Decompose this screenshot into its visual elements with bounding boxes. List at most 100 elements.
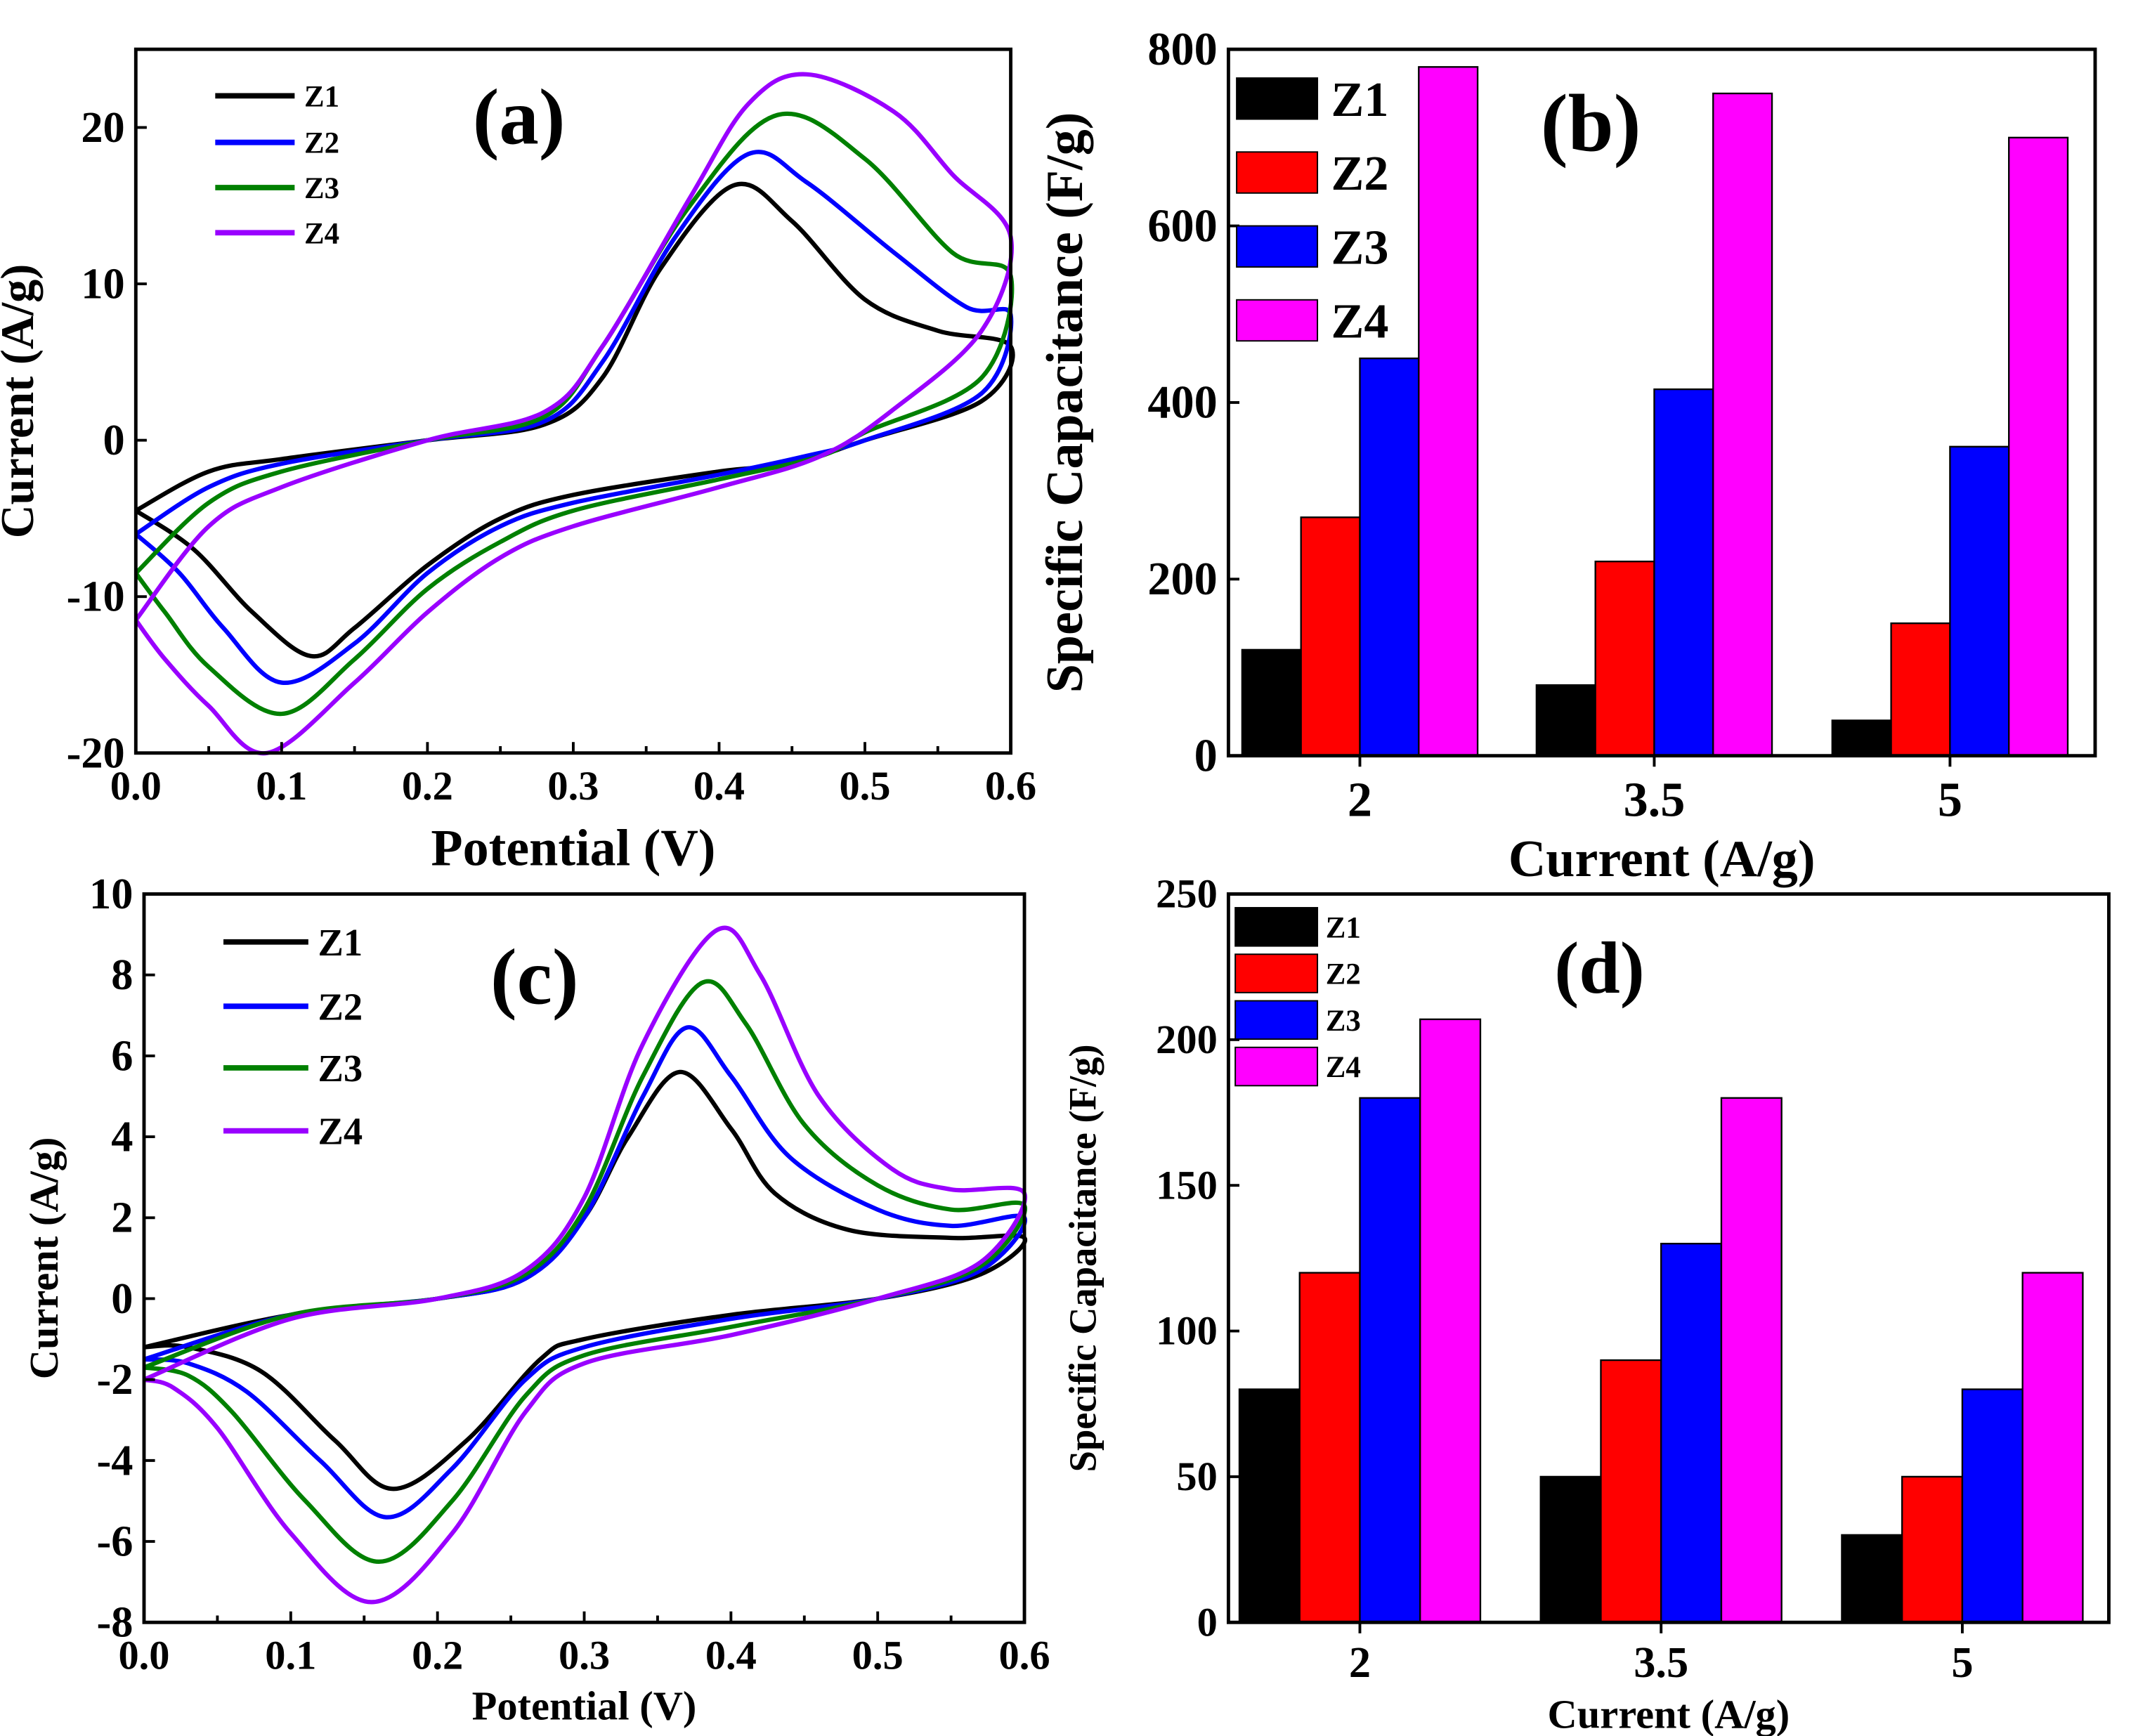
bar-z2-5 — [1890, 622, 1951, 757]
series-line-z2 — [143, 1025, 1028, 1520]
legend-label: Z4 — [1331, 294, 1389, 349]
x-axis-title: Current (A/g) — [1548, 1691, 1790, 1736]
bar-z4-5 — [2008, 136, 2069, 757]
legend-label: Z3 — [318, 1047, 363, 1090]
y-axis-title: Current (A/g) — [21, 1137, 67, 1380]
legend-label: Z4 — [1326, 1051, 1361, 1084]
bar-z3-2 — [1359, 1097, 1421, 1624]
panel-label: (c) — [490, 933, 578, 1021]
y-tick-label: -20 — [67, 729, 125, 777]
y-tick-label: 400 — [1147, 377, 1217, 429]
chart-panel-a: 0.0 0.1 0.2 0.3 0.4 0.5 0.6 -20 -10 0 10 20 (a) Poten… — [0, 47, 1036, 877]
legend-label: Z1 — [304, 80, 339, 113]
bar-z4-2 — [1419, 1018, 1482, 1624]
bar-z3-5 — [1949, 445, 2010, 757]
x-tick-label: 0.1 — [256, 763, 307, 809]
bar-z2-2 — [1298, 1272, 1361, 1624]
x-tick-label: 5 — [1938, 772, 1962, 827]
bar-z2-3.5 — [1594, 561, 1655, 757]
bar-z4-2 — [1418, 66, 1479, 757]
panel-label: (b) — [1541, 78, 1641, 169]
y-tick-label: 2 — [111, 1194, 133, 1242]
bar-z3-5 — [1961, 1388, 2024, 1624]
x-axis-title: Current (A/g) — [1508, 830, 1816, 888]
x-tick-label: 2 — [1349, 1638, 1371, 1687]
legend: Z1 Z2 Z3 Z4 — [1236, 72, 1389, 349]
y-tick-label: 50 — [1176, 1454, 1217, 1499]
x-tick-label: 3.5 — [1634, 1638, 1688, 1687]
chart-panel-b: 2 3.5 5 0 200 400 600 800 (b) Current (A/g) Specif… — [1036, 24, 2097, 888]
y-tick-label: -6 — [96, 1518, 133, 1566]
y-tick-label: 200 — [1156, 1017, 1218, 1062]
chart-panel-c: 0.0 0.1 0.2 0.3 0.4 0.5 0.6 -8 -6 -4 -2 0 2 4 6 8 10 (c) P… — [21, 870, 1050, 1729]
bar-z1-5 — [1841, 1534, 1903, 1624]
x-axis-title: Potential (V) — [431, 820, 715, 877]
legend: Z1 Z2 Z3 Z4 — [215, 80, 339, 250]
series-line-z1 — [143, 1069, 1027, 1492]
legend-label: Z4 — [318, 1110, 363, 1153]
x-tick-label: 0.2 — [402, 763, 453, 809]
legend: Z1 Z2 Z3 Z4 — [223, 921, 363, 1153]
plot-frame — [133, 47, 1012, 755]
x-tick-label: 2 — [1348, 772, 1372, 827]
y-tick-label: 6 — [111, 1031, 133, 1080]
x-tick-label: 0.6 — [998, 1633, 1050, 1678]
y-axis-title: Specific Capacitance (F/g) — [1036, 112, 1094, 693]
x-tick-label: 0.0 — [118, 1633, 169, 1678]
y-tick-label: 200 — [1147, 554, 1217, 605]
y-tick-label: -8 — [96, 1598, 133, 1647]
y-tick-label: -2 — [96, 1355, 133, 1404]
legend-swatch-z4 — [1236, 299, 1319, 342]
y-tick-label: 0 — [1197, 1599, 1218, 1645]
x-tick-label: 5 — [1951, 1638, 1973, 1687]
bar-z1-5 — [1831, 719, 1892, 757]
legend-label: Z2 — [1331, 146, 1389, 201]
bar-z2-3.5 — [1600, 1359, 1662, 1624]
bar-z4-3.5 — [1720, 1097, 1783, 1624]
y-tick-label: 10 — [89, 870, 133, 918]
x-tick-label: 0.2 — [412, 1633, 463, 1678]
legend-swatch-z3 — [1234, 1000, 1319, 1040]
series-line-z3 — [133, 111, 1015, 717]
y-axis-title: Current (A/g) — [0, 264, 44, 539]
y-tick-label: 0 — [111, 1274, 133, 1323]
y-tick-label: 800 — [1147, 24, 1217, 75]
y-tick-label: -4 — [96, 1436, 133, 1484]
bar-z1-2 — [1241, 648, 1302, 757]
legend-label: Z3 — [1326, 1005, 1361, 1038]
legend-label: Z2 — [304, 127, 339, 160]
bar-z1-2 — [1238, 1388, 1301, 1624]
y-tick-label: 0 — [103, 416, 125, 464]
legend-label: Z1 — [1331, 72, 1389, 127]
y-tick-label: 150 — [1156, 1162, 1218, 1208]
bar-z2-5 — [1901, 1475, 1964, 1624]
plot-frame — [1226, 47, 2097, 758]
x-tick-label: 0.5 — [839, 763, 890, 809]
legend-label: Z3 — [1331, 220, 1389, 275]
y-tick-label: 8 — [111, 951, 133, 999]
bar-z3-2 — [1359, 357, 1420, 757]
legend: Z1 Z2 Z3 Z4 — [1234, 907, 1361, 1087]
x-tick-label: 0.3 — [547, 763, 599, 809]
legend-swatch-z2 — [1236, 151, 1319, 194]
x-tick-label: 0.3 — [559, 1633, 610, 1678]
legend-label: Z2 — [1326, 958, 1361, 991]
bar-z2-2 — [1300, 516, 1361, 757]
series-line-z4 — [133, 72, 1014, 756]
legend-label: Z3 — [304, 172, 339, 205]
x-tick-label: 0.6 — [985, 763, 1036, 809]
x-axis-title: Potential (V) — [472, 1683, 697, 1729]
bar-z4-5 — [2021, 1272, 2084, 1624]
legend-label: Z4 — [304, 217, 339, 250]
y-tick-label: 100 — [1156, 1308, 1218, 1354]
x-tick-label: 0.4 — [705, 1633, 757, 1678]
panel-label: (d) — [1554, 927, 1645, 1009]
x-tick-label: 0.5 — [852, 1633, 904, 1678]
bar-z1-3.5 — [1539, 1475, 1602, 1624]
plot-frame — [142, 892, 1027, 1624]
bar-z3-3.5 — [1653, 388, 1714, 757]
y-tick-label: -10 — [67, 573, 125, 621]
legend-label: Z1 — [318, 921, 363, 964]
